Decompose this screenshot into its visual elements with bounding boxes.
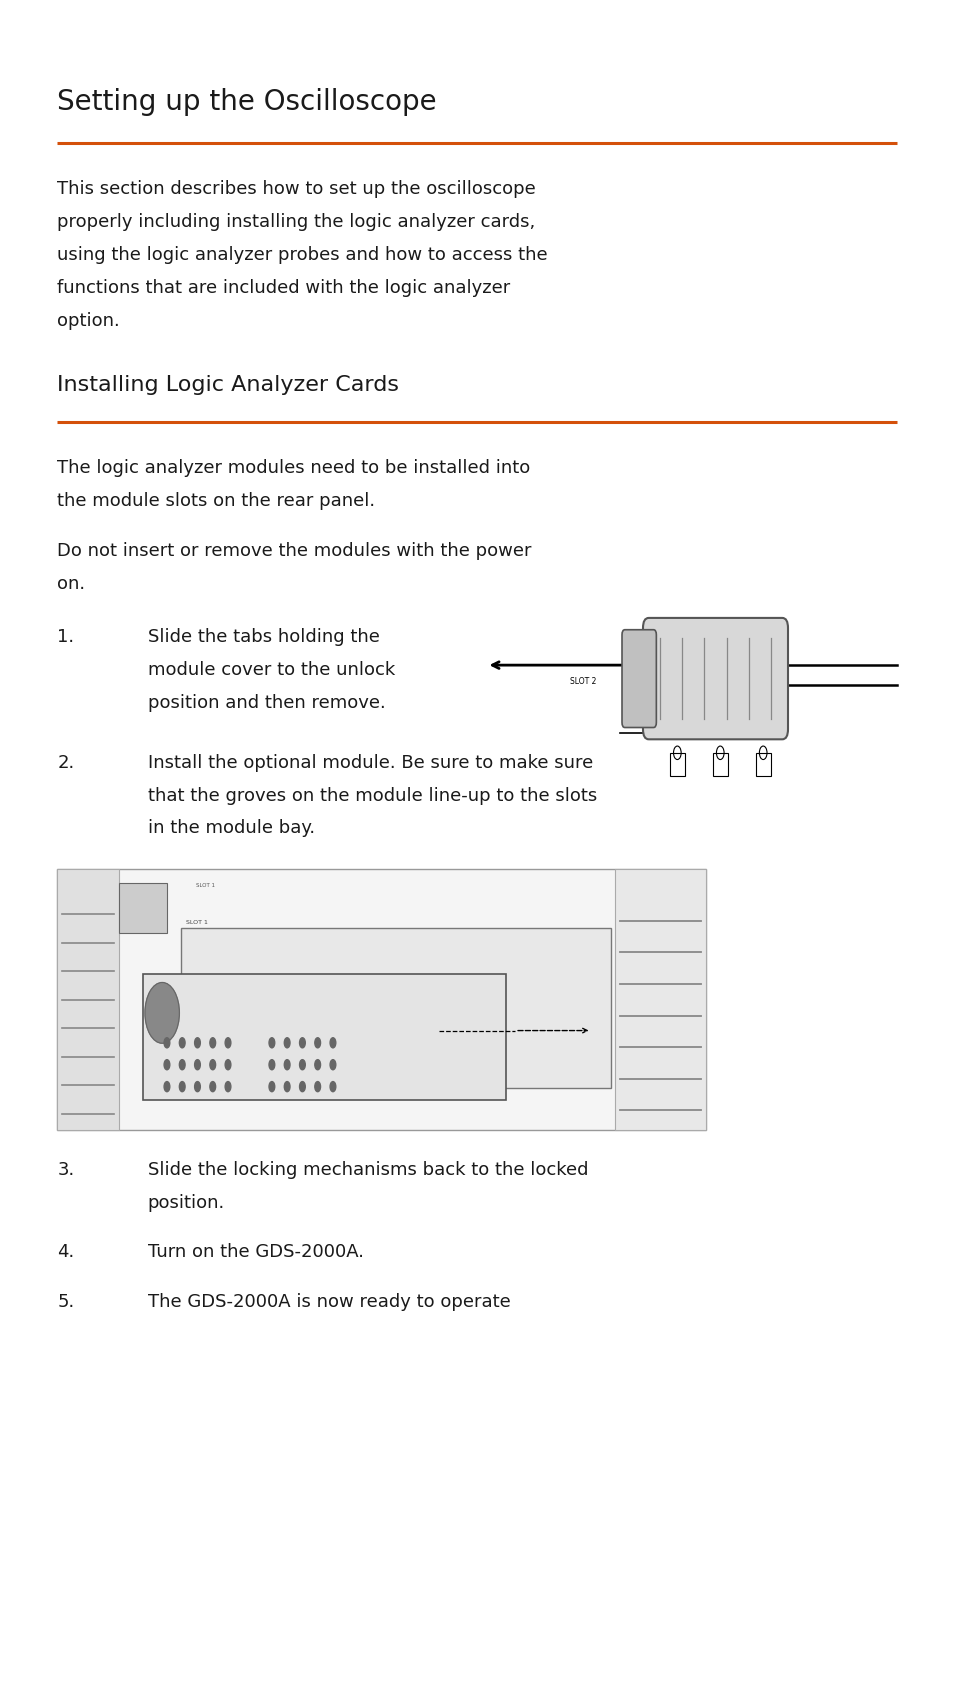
Circle shape (225, 1037, 231, 1047)
Text: position and then remove.: position and then remove. (148, 693, 385, 711)
Circle shape (179, 1037, 185, 1047)
Text: the module slots on the rear panel.: the module slots on the rear panel. (57, 492, 375, 511)
Circle shape (210, 1081, 215, 1091)
Text: 3.: 3. (57, 1160, 74, 1179)
Circle shape (210, 1059, 215, 1069)
Bar (712, 752, 727, 776)
Text: in the module bay.: in the module bay. (148, 819, 314, 838)
Bar (57, 868, 705, 1130)
FancyBboxPatch shape (642, 617, 787, 738)
Text: SLOT 1: SLOT 1 (186, 919, 208, 924)
Text: position.: position. (148, 1194, 225, 1212)
Text: option.: option. (57, 312, 120, 330)
Text: 4.: 4. (57, 1243, 74, 1261)
Text: 2.: 2. (57, 754, 74, 772)
Text: The GDS-2000A is now ready to operate: The GDS-2000A is now ready to operate (148, 1293, 510, 1312)
Text: using the logic analyzer probes and how to access the: using the logic analyzer probes and how … (57, 246, 547, 265)
Circle shape (179, 1081, 185, 1091)
Bar (669, 752, 684, 776)
Circle shape (194, 1037, 200, 1047)
Circle shape (269, 1059, 274, 1069)
Circle shape (269, 1081, 274, 1091)
Circle shape (284, 1059, 290, 1069)
Text: functions that are included with the logic analyzer: functions that are included with the log… (57, 278, 510, 297)
Circle shape (194, 1081, 200, 1091)
Text: Installing Logic Analyzer Cards: Installing Logic Analyzer Cards (57, 374, 398, 395)
Circle shape (225, 1081, 231, 1091)
Text: module cover to the unlock: module cover to the unlock (148, 661, 395, 679)
Circle shape (314, 1059, 320, 1069)
Circle shape (179, 1059, 185, 1069)
Circle shape (194, 1059, 200, 1069)
Text: SLOT 2: SLOT 2 (569, 678, 596, 686)
Bar (143, 973, 505, 1099)
Text: properly including installing the logic analyzer cards,: properly including installing the logic … (57, 212, 535, 231)
FancyBboxPatch shape (621, 629, 656, 727)
Circle shape (330, 1081, 335, 1091)
Text: Slide the tabs holding the: Slide the tabs holding the (148, 627, 379, 646)
Text: Do not insert or remove the modules with the power: Do not insert or remove the modules with… (57, 541, 531, 560)
Text: that the groves on the module line-up to the slots: that the groves on the module line-up to… (148, 786, 597, 804)
Circle shape (314, 1037, 320, 1047)
Circle shape (145, 983, 179, 1044)
Text: SLOT 1: SLOT 1 (195, 882, 214, 887)
Text: 1.: 1. (57, 627, 74, 646)
Circle shape (164, 1059, 170, 1069)
Circle shape (210, 1037, 215, 1047)
Circle shape (164, 1037, 170, 1047)
Bar (57, 868, 119, 1130)
Circle shape (299, 1037, 305, 1047)
Circle shape (225, 1059, 231, 1069)
Circle shape (314, 1081, 320, 1091)
Text: on.: on. (57, 575, 85, 593)
Bar (181, 927, 610, 1087)
Text: Turn on the GDS-2000A.: Turn on the GDS-2000A. (148, 1243, 363, 1261)
Bar (755, 752, 770, 776)
Bar (615, 868, 705, 1130)
Text: 5.: 5. (57, 1293, 74, 1312)
Circle shape (299, 1081, 305, 1091)
Text: Slide the locking mechanisms back to the locked: Slide the locking mechanisms back to the… (148, 1160, 588, 1179)
Circle shape (330, 1059, 335, 1069)
Circle shape (164, 1081, 170, 1091)
Circle shape (269, 1037, 274, 1047)
Bar (119, 882, 167, 932)
Circle shape (284, 1081, 290, 1091)
Text: Setting up the Oscilloscope: Setting up the Oscilloscope (57, 88, 436, 116)
Circle shape (284, 1037, 290, 1047)
Text: This section describes how to set up the oscilloscope: This section describes how to set up the… (57, 180, 536, 199)
Circle shape (299, 1059, 305, 1069)
Circle shape (330, 1037, 335, 1047)
Text: Install the optional module. Be sure to make sure: Install the optional module. Be sure to … (148, 754, 593, 772)
Text: The logic analyzer modules need to be installed into: The logic analyzer modules need to be in… (57, 459, 530, 477)
